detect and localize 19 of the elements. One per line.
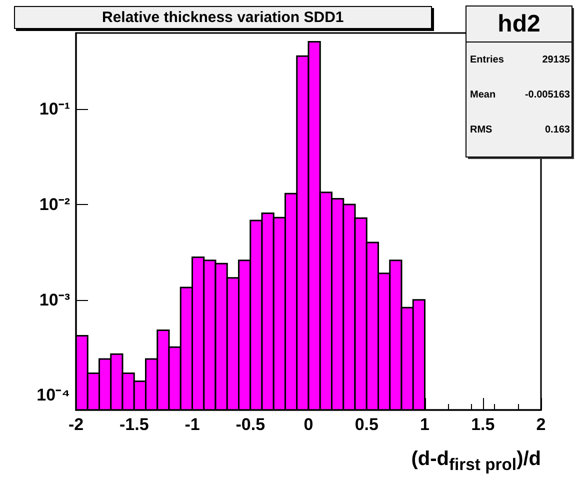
y-tick-label: 10⁻⁴ [36, 386, 70, 405]
x-tick-label: 0 [304, 415, 314, 434]
y-tick-label: 10⁻² [39, 195, 70, 214]
x-tick-label: -1.5 [119, 415, 149, 434]
x-tick-label: -1 [184, 415, 200, 434]
annotation: hd2 [498, 10, 540, 38]
y-tick-label: 10⁻¹ [39, 100, 70, 119]
x-tick-label: 1.5 [471, 415, 495, 434]
x-tick-label: 2 [536, 415, 546, 434]
chart-title: Relative thickness variation SDD1 [102, 9, 344, 26]
text: Mean -0.005163 [470, 90, 570, 100]
x-tick-label: -0.5 [236, 415, 266, 434]
y-tick-label: 10⁻³ [39, 290, 70, 310]
x-tick-label: -2 [68, 415, 84, 434]
x-axis-title: (d-d$_{first prol}$)/d [411, 448, 541, 475]
text: Entries 29135 [470, 54, 570, 66]
text: RMS 0.163 [470, 124, 570, 136]
x-tick-label: 1 [420, 415, 430, 434]
x-tick-label: 0.5 [354, 415, 378, 434]
